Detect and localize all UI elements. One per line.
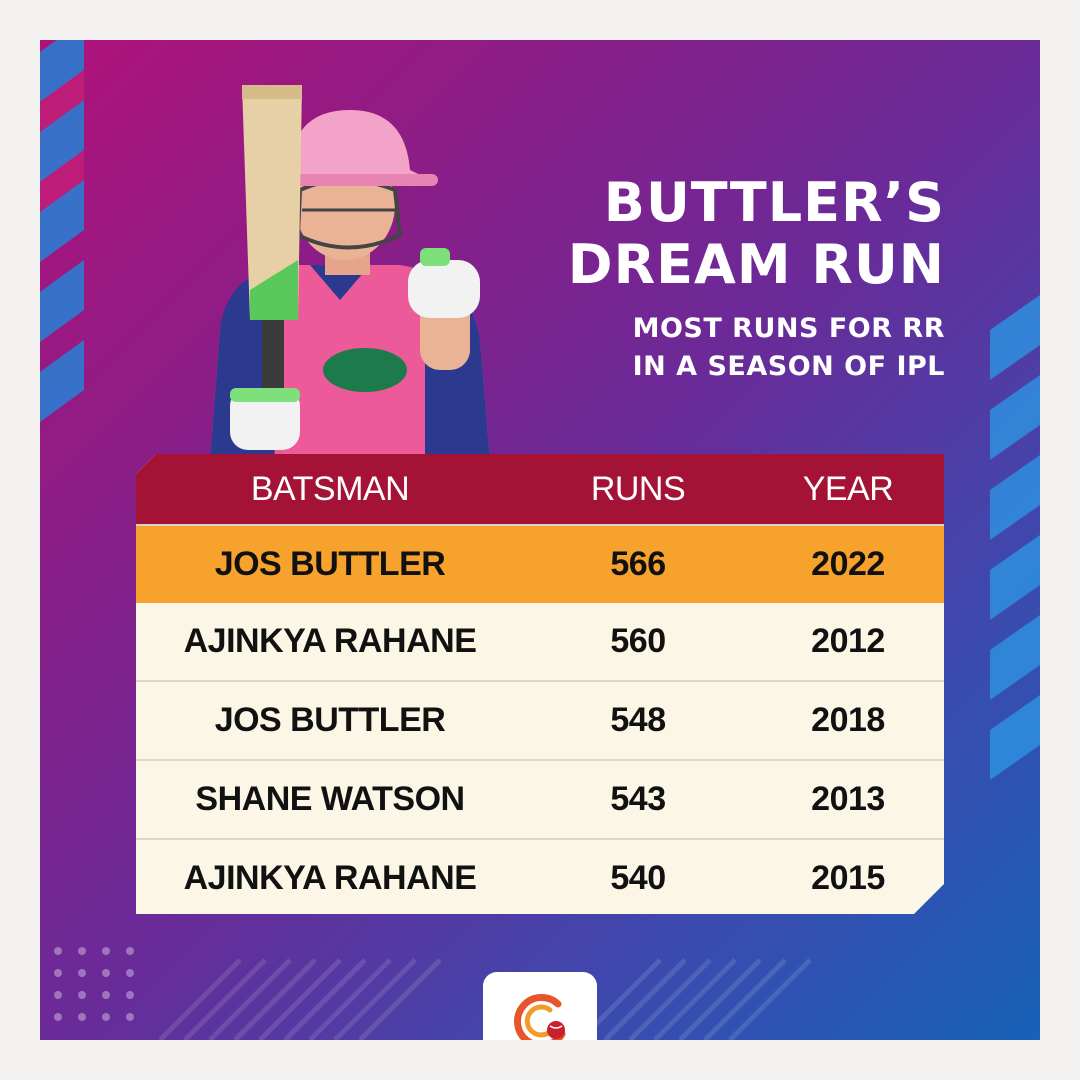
table-row: AJINKYA RAHANE 560 2012 [136, 603, 944, 680]
header-runs: RUNS [590, 469, 686, 508]
table-header-row: BATSMAN RUNS YEAR [136, 454, 944, 524]
cricket-ball-logo-icon [514, 994, 566, 1040]
batsman-raising-bat-photo [210, 85, 490, 460]
batsman-cell: AJINKYA RAHANE [183, 622, 477, 660]
runs-cell: 560 [610, 622, 666, 660]
year-cell: 2018 [811, 701, 885, 739]
title-line-1: BUTTLER’S [603, 171, 945, 234]
runs-cell: 548 [610, 701, 666, 739]
year-cell: 2015 [811, 859, 885, 897]
brand-logo [483, 972, 597, 1040]
infographic-card: BUTTLER’S DREAM RUN MOST RUNS FOR RR IN … [40, 40, 1040, 1040]
table-row: SHANE WATSON 543 2013 [136, 759, 944, 838]
decorative-dot-grid [54, 947, 134, 1021]
subtitle-line-2: IN A SEASON OF IPL [632, 351, 945, 382]
batsman-cell: SHANE WATSON [195, 780, 465, 818]
table-row-highlight: JOS BUTTLER 566 2022 [136, 524, 944, 603]
year-cell: 2012 [811, 622, 885, 660]
batsman-cell: AJINKYA RAHANE [183, 859, 477, 897]
runs-cell: 566 [610, 545, 666, 583]
runs-table: BATSMAN RUNS YEAR JOS BUTTLER 566 2022 A… [136, 454, 944, 914]
header-year: YEAR [802, 469, 894, 508]
subtitle-line-1: MOST RUNS FOR RR [632, 313, 945, 344]
title-block: BUTTLER’S DREAM RUN MOST RUNS FOR RR IN … [568, 172, 945, 386]
runs-cell: 543 [610, 780, 666, 818]
year-cell: 2022 [811, 545, 885, 583]
table-row: JOS BUTTLER 548 2018 [136, 680, 944, 759]
batsman-cell: JOS BUTTLER [214, 701, 446, 739]
year-cell: 2013 [811, 780, 885, 818]
header-batsman: BATSMAN [250, 469, 410, 508]
batsman-cell: JOS BUTTLER [214, 545, 446, 583]
table-row: AJINKYA RAHANE 540 2015 [136, 838, 944, 914]
title-line-2: DREAM RUN [567, 233, 945, 296]
runs-cell: 540 [610, 859, 666, 897]
